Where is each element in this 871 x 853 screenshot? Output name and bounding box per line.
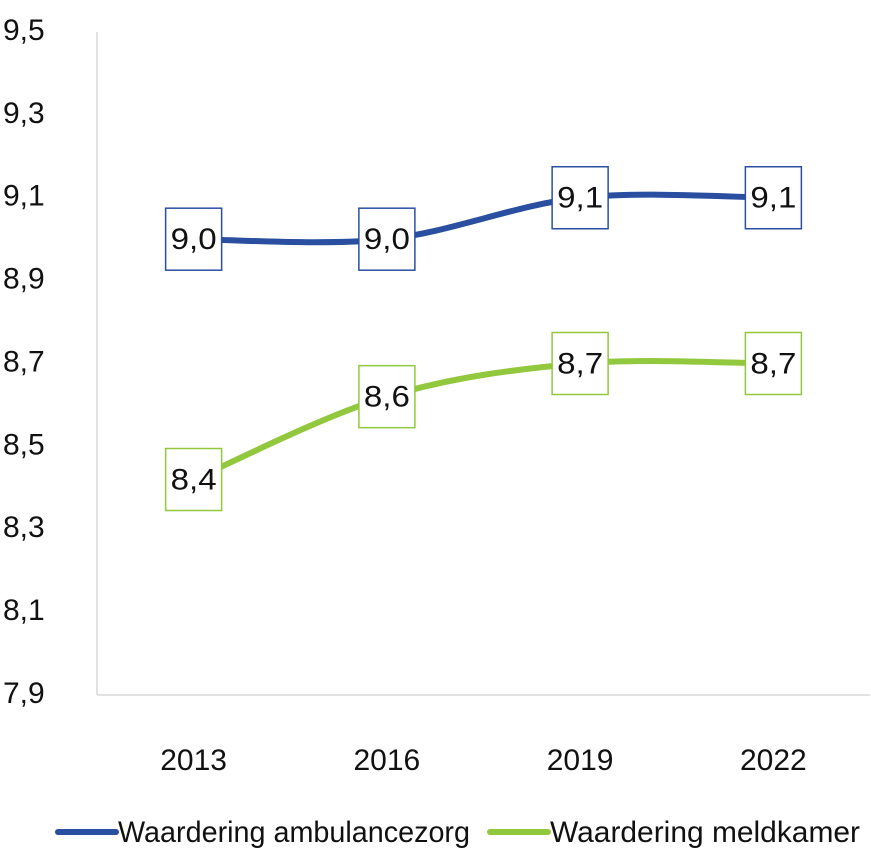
data-label: 8,4 [171, 463, 217, 496]
y-tick-label: 7,9 [3, 677, 45, 710]
data-label-box [164, 207, 223, 271]
x-tick-label: 2016 [354, 744, 421, 777]
data-label: 8,7 [557, 347, 603, 380]
data-label-box [164, 447, 223, 512]
legend-label: Waardering meldkamer [550, 816, 860, 849]
data-label: 9,1 [750, 182, 796, 215]
x-tick-label: 2019 [547, 744, 614, 777]
data-label: 9,1 [557, 182, 603, 215]
data-label-box [358, 364, 416, 429]
data-label-box [551, 331, 609, 396]
y-tick-label: 8,9 [3, 263, 45, 296]
data-label: 9,0 [364, 223, 410, 256]
series-line [190, 358, 777, 483]
data-label: 8,6 [364, 381, 410, 414]
legend-label: Waardering ambulancezorg [118, 816, 470, 849]
series-line [190, 191, 777, 246]
y-tick-label: 8,1 [3, 594, 45, 627]
x-tick-label: 2013 [160, 744, 227, 777]
y-tick-label: 8,5 [3, 428, 45, 461]
y-tick-label: 9,3 [3, 97, 45, 130]
data-label-box [744, 166, 803, 230]
data-label: 8,7 [750, 347, 796, 380]
y-tick-label: 8,3 [3, 511, 45, 544]
data-label-box [551, 166, 609, 230]
data-label-box [358, 207, 416, 271]
y-tick-label: 9,1 [3, 180, 45, 213]
y-tick-label: 8,7 [3, 345, 45, 378]
x-tick-label: 2022 [740, 744, 807, 777]
data-label-box [744, 331, 803, 396]
y-tick-label: 9,5 [3, 14, 45, 47]
data-label: 9,0 [171, 223, 217, 256]
